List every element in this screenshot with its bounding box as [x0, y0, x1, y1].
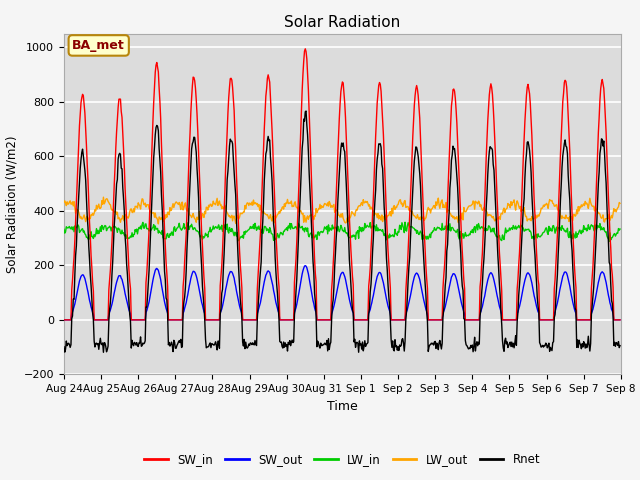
- X-axis label: Time: Time: [327, 400, 358, 413]
- Title: Solar Radiation: Solar Radiation: [284, 15, 401, 30]
- Y-axis label: Solar Radiation (W/m2): Solar Radiation (W/m2): [5, 135, 18, 273]
- Legend: SW_in, SW_out, LW_in, LW_out, Rnet: SW_in, SW_out, LW_in, LW_out, Rnet: [140, 448, 545, 471]
- Text: BA_met: BA_met: [72, 39, 125, 52]
